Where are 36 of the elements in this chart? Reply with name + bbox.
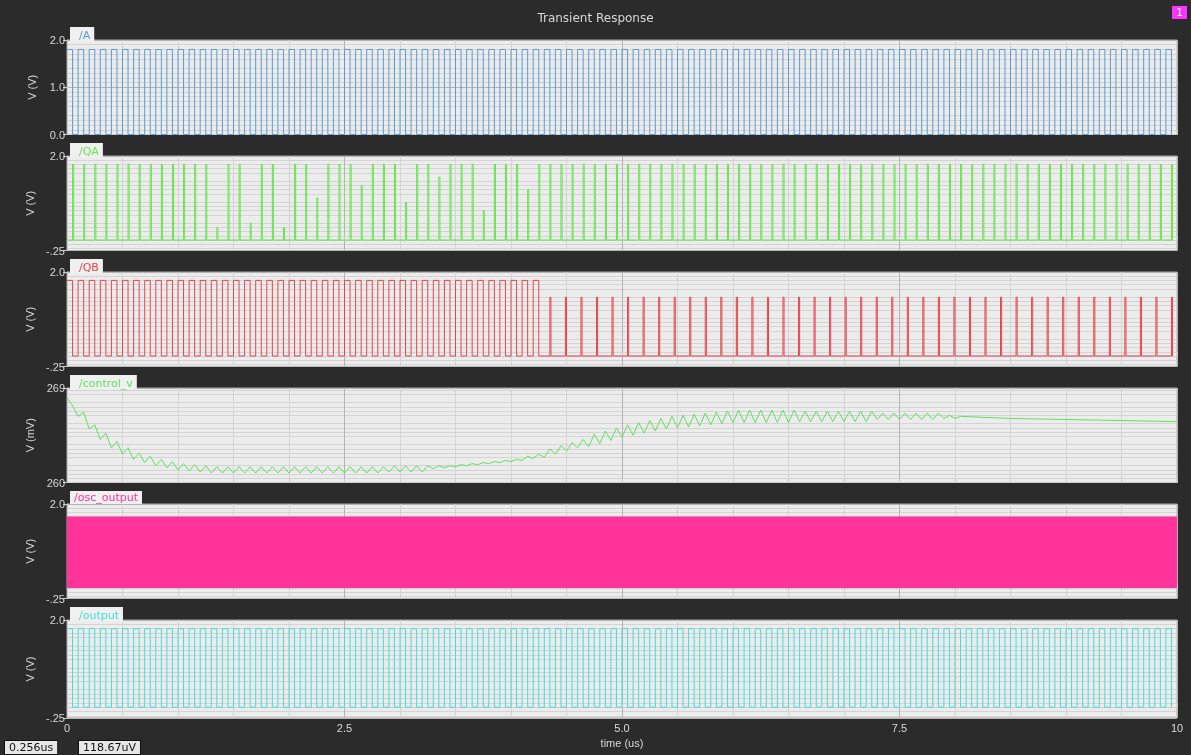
y-tick-label: 1.0 — [49, 81, 65, 94]
y-tick-label: -.25 — [46, 244, 65, 257]
band-label: /osc_output — [74, 491, 139, 504]
y-tick-label: 2.0 — [49, 150, 65, 162]
y-tick-label: 2.0 — [49, 614, 65, 626]
text: 1 — [1176, 6, 1183, 19]
series-label: /A — [79, 28, 91, 42]
y-axis-title: V (mV) — [24, 418, 37, 453]
y-axis-title: V (V) — [25, 74, 38, 100]
x-tick-label: 2.5 — [336, 721, 353, 734]
x-tick-label: 10 — [1170, 721, 1184, 734]
y-tick-label: -.25 — [46, 360, 65, 373]
x-tick-label: 7.5 — [891, 721, 908, 734]
x-tick-label: 5.0 — [614, 721, 630, 734]
y-axis-title: V (V) — [23, 538, 36, 564]
series-label: /output — [79, 608, 120, 622]
y-tick-label: 2.0 — [49, 34, 65, 46]
y-tick-label: 269 — [46, 382, 65, 394]
y-axis-title: V (V) — [23, 656, 36, 682]
y-tick-label: 0.0 — [49, 128, 65, 141]
line-series — [66, 396, 1178, 474]
series-label: /QA — [79, 144, 100, 158]
text: 0.256us — [9, 741, 54, 754]
x-axis-title: time (us) — [600, 737, 644, 750]
y-axis-title: V (V) — [23, 306, 36, 332]
y-axis-title: V (V) — [23, 190, 36, 216]
series-label: /control_v — [79, 376, 134, 390]
y-tick-label: 2.0 — [49, 498, 65, 510]
chart-title: Transient Response — [536, 11, 654, 25]
series-label: /QB — [79, 260, 99, 274]
text: 118.67uV — [83, 741, 137, 754]
y-tick-label: 2.0 — [49, 266, 65, 278]
y-tick-label: -.25 — [46, 712, 65, 724]
x-tick-label: 0 — [63, 721, 71, 734]
y-tick-label: -.25 — [46, 592, 65, 605]
y-tick-label: 260 — [46, 476, 65, 489]
